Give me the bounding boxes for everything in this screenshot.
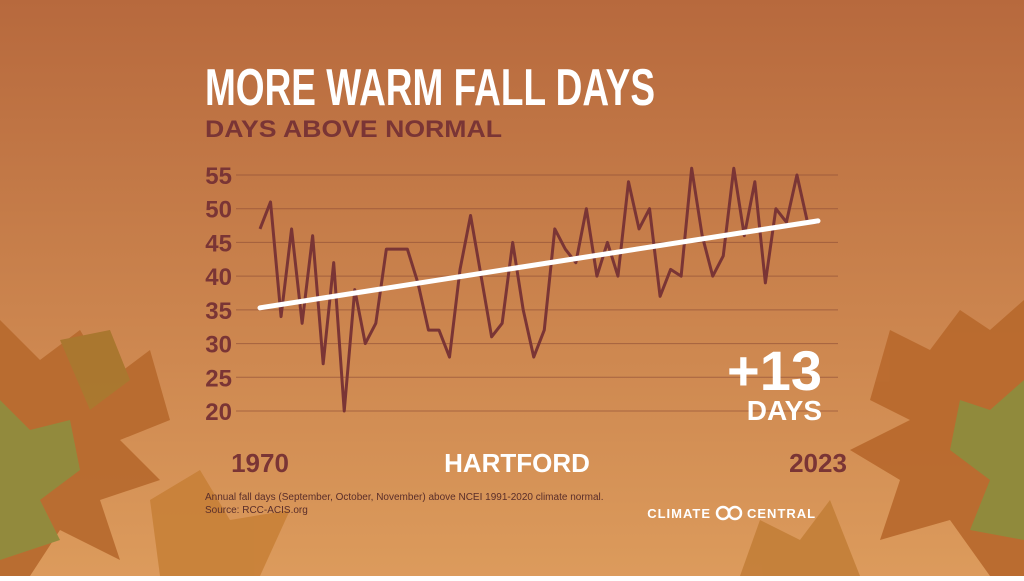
data-line: [258, 166, 818, 413]
leaves-left: [0, 320, 290, 576]
logo-right: CENTRAL: [747, 506, 816, 521]
source: Source: RCC-ACIS.org: [205, 505, 308, 516]
note: Annual fall days (September, October, No…: [205, 492, 604, 503]
location-label: HARTFORD: [444, 448, 590, 478]
y-tick-label: 40: [205, 264, 232, 291]
y-tick-label: 25: [205, 365, 232, 392]
chart-title: MORE WARM FALL DAYS: [205, 59, 655, 117]
y-tick-label: 50: [205, 197, 232, 224]
y-tick-label: 30: [205, 332, 232, 359]
x-tick-label: 2023: [789, 448, 847, 478]
leaves-right: [740, 300, 1024, 576]
y-tick-label: 55: [205, 163, 232, 190]
y-tick-label: 35: [205, 298, 232, 325]
x-tick-label: 1970: [231, 448, 289, 478]
chart-subtitle: DAYS ABOVE NORMAL: [205, 116, 502, 143]
logo-mark: [715, 505, 743, 521]
logo-left: CLIMATE: [647, 506, 711, 521]
annotation-unit: DAYS: [747, 395, 822, 426]
y-tick-label: 20: [205, 399, 232, 426]
annotation: +13: [727, 339, 822, 402]
trend-line: [257, 218, 821, 311]
y-tick-label: 45: [205, 230, 232, 257]
